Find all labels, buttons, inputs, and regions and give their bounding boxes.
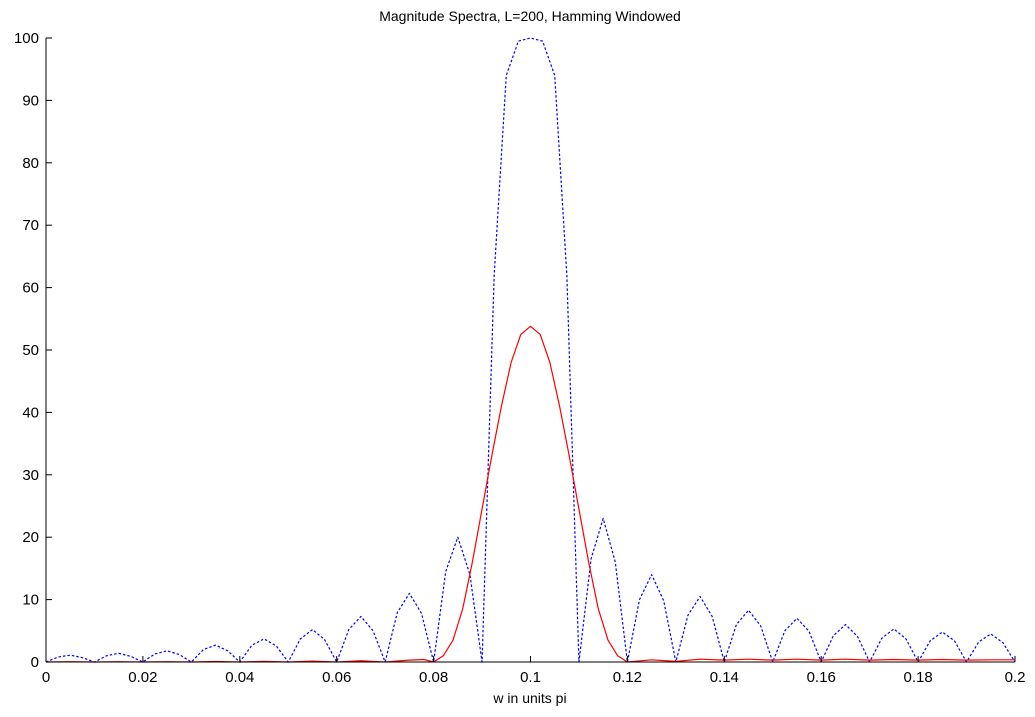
y-tick-label: 40 xyxy=(22,404,39,421)
y-tick-label: 70 xyxy=(22,217,39,234)
y-tick-label: 80 xyxy=(22,155,39,172)
chart-title: Magnitude Spectra, L=200, Hamming Window… xyxy=(379,8,681,24)
x-tick-label: 0.14 xyxy=(710,669,739,686)
series-solid-red-line xyxy=(45,325,1015,663)
x-tick-label: 0.12 xyxy=(613,669,642,686)
y-tick-label: 100 xyxy=(14,30,39,47)
y-tick-label: 20 xyxy=(22,529,39,546)
x-tick-label: 0.2 xyxy=(1005,669,1026,686)
x-tick-label: 0 xyxy=(42,669,50,686)
x-axis-label: w in units pi xyxy=(492,690,566,706)
y-tick-label: 50 xyxy=(22,342,39,359)
y-tick-label: 30 xyxy=(22,467,39,484)
x-tick-label: 0.04 xyxy=(225,669,254,686)
plot-area: 0 0.02 0.04 0.06 0.08 0.1 0.12 0.14 0.16 0.18 0.2 0… xyxy=(14,30,1025,686)
x-tick-label: 0.18 xyxy=(903,669,932,686)
y-tick-label: 90 xyxy=(22,92,39,109)
x-tick-label: 0.06 xyxy=(322,669,351,686)
x-tick-label: 0.02 xyxy=(128,669,157,686)
x-tick-label: 0.16 xyxy=(807,669,836,686)
x-tick-label: 0.08 xyxy=(419,669,448,686)
x-tick-label: 0.1 xyxy=(520,669,541,686)
y-tick-label: 10 xyxy=(22,592,39,609)
y-tick-label: 60 xyxy=(22,280,39,297)
y-tick-label: 0 xyxy=(31,654,39,671)
